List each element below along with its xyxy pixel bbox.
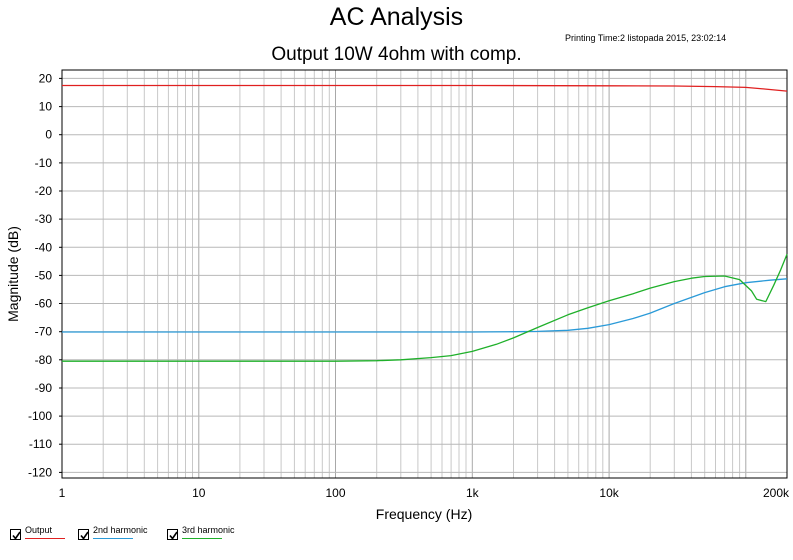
x-tick-label: 100 [325, 486, 345, 500]
checkbox-2nd-harmonic[interactable] [78, 529, 89, 540]
x-tick-label: 1k [466, 486, 480, 500]
printing-time: Printing Time:2 listopada 2015, 23:02:14 [565, 33, 727, 43]
y-tick-label: -50 [35, 268, 53, 282]
chart-subtitle: Output 10W 4ohm with comp. [271, 44, 522, 65]
y-tick-label: -110 [29, 437, 52, 451]
y-tick-label: -30 [35, 212, 53, 226]
check-icon [12, 531, 21, 540]
grid-lines [62, 70, 787, 478]
y-tick-label: -20 [35, 184, 53, 198]
legend-swatch-2nd-harmonic [93, 538, 133, 539]
y-axis-label: Magnitude (dB) [5, 226, 21, 322]
x-tick-label: 10k [599, 486, 619, 500]
y-tick-label: -70 [35, 325, 53, 339]
legend-label-3rd-harmonic: 3rd harmonic [182, 525, 235, 535]
legend-swatch-3rd-harmonic [182, 538, 222, 539]
chart-title: AC Analysis [329, 3, 464, 31]
x-tick-label: 10 [192, 486, 206, 500]
y-tick-label: -90 [35, 381, 53, 395]
series-line-3rd-harmonic [62, 254, 788, 362]
legend-swatch-output [25, 538, 65, 539]
x-axis-label: Frequency (Hz) [376, 506, 472, 522]
legend-label-2nd-harmonic: 2nd harmonic [93, 525, 148, 535]
y-tick-label: -10 [35, 156, 53, 170]
y-tick-label: -40 [35, 240, 53, 254]
y-tick-label: 10 [39, 100, 53, 114]
y-tick-label: -80 [35, 353, 53, 367]
y-tick-label: -60 [35, 297, 53, 311]
y-tick-label: -120 [28, 465, 52, 479]
legend-label-output: Output [25, 525, 53, 535]
y-tick-label: 0 [45, 128, 52, 142]
y-tick-label: -100 [28, 409, 52, 423]
checkbox-3rd-harmonic[interactable] [167, 529, 178, 540]
series-line-output [62, 84, 788, 92]
checkbox-output[interactable] [10, 529, 21, 540]
x-tick-label: 200k [763, 486, 790, 500]
check-icon [80, 531, 89, 540]
y-tick-label: 20 [39, 71, 53, 85]
tick-labels: 20100-10-20-30-40-50-60-70-80-90-100-110… [28, 71, 790, 500]
series-line-2nd-harmonic [62, 278, 788, 333]
check-icon [169, 531, 178, 540]
series-lines [62, 84, 788, 362]
x-tick-label: 1 [59, 486, 66, 500]
plot-area [61, 69, 788, 479]
